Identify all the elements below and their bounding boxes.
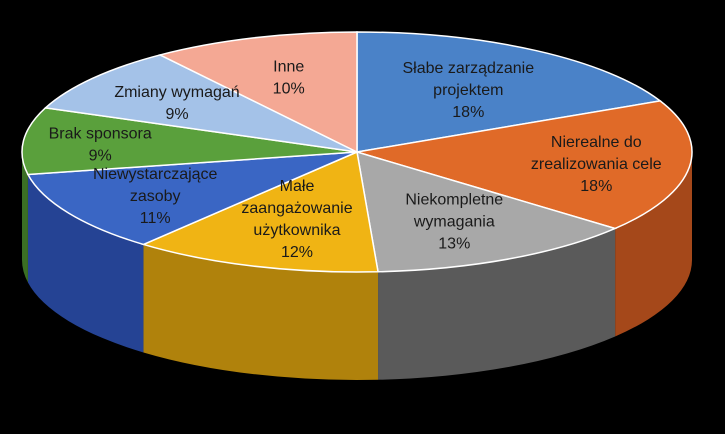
data-label-male-zaangazowanie-uzytkownika: Małe zaangażowanie użytkownika 12%: [241, 178, 352, 261]
pie-side-male-zaangazowanie-uzytkownika: [143, 244, 379, 380]
pie-side-niekompletne-wymagania: [378, 228, 616, 380]
data-label-niekompletne-wymagania: Niekompletne wymagania 13%: [405, 191, 503, 252]
data-label-zmiany-wymagan: Zmiany wymagań 9%: [114, 84, 239, 123]
data-label-inne: Inne 10%: [273, 59, 305, 98]
pie-slice-slabe-zarzadzanie-projektem: [356, 31, 662, 153]
pie-labels: Słabe zarządzanie projektem 18% Nierealne d…: [49, 59, 662, 262]
pie-slice-inne: [157, 31, 358, 154]
pie-slice-niewystarczajace-zasoby: [26, 151, 358, 246]
data-label-brak-sponsora: Brak sponsora 9%: [49, 125, 152, 164]
data-label-slabe-zarzadzanie-projektem: Słabe zarządzanie projektem 18%: [402, 60, 534, 121]
pie-slice-nierealne-do-zrealizowania-cele: [356, 100, 693, 230]
pie-slice-male-zaangazowanie-uzytkownika: [141, 150, 379, 273]
pie-sides: [22, 152, 692, 380]
pie-slice-niekompletne-wymagania: [356, 150, 618, 273]
pie-slice-brak-sponsora: [21, 107, 358, 176]
data-label-niewystarczajace-zasoby: Niewystarczające zasoby 11%: [93, 166, 218, 227]
pie-slices: [21, 31, 693, 273]
pie-slice-zmiany-wymagan: [43, 54, 358, 153]
pie-side-niewystarczajace-zasoby: [27, 174, 144, 353]
pie-side-brak-sponsora: [22, 152, 28, 283]
pie-side-nierealne-do-zrealizowania-cele: [615, 152, 692, 337]
data-label-nierealne-do-zrealizowania-cele: Nierealne do zrealizowania cele 18%: [531, 134, 662, 195]
